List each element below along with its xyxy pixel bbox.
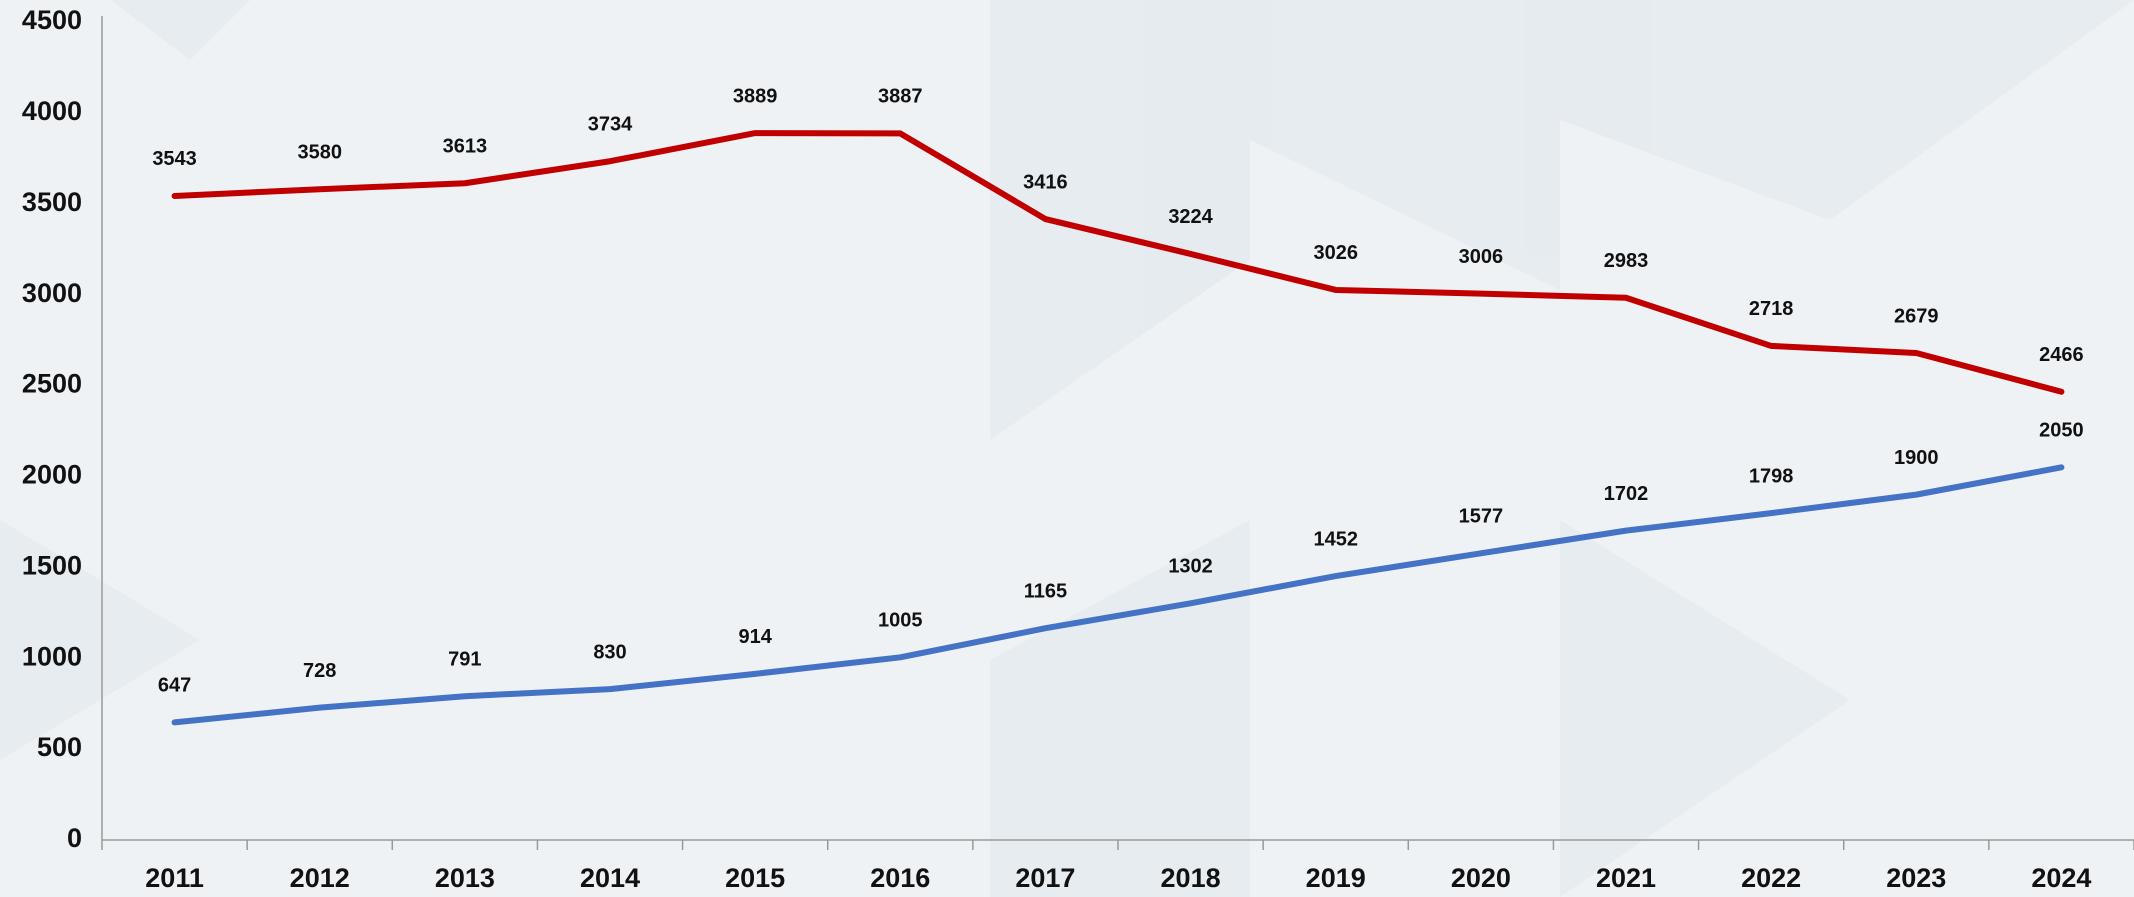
data-label: 3734 xyxy=(588,114,633,136)
data-label: 914 xyxy=(738,626,772,648)
y-tick-label: 500 xyxy=(37,732,82,762)
data-label: 3026 xyxy=(1313,242,1358,264)
data-label: 2679 xyxy=(1894,305,1939,327)
x-tick-label: 2018 xyxy=(1161,863,1221,893)
data-label: 1302 xyxy=(1168,556,1213,578)
data-label: 2718 xyxy=(1749,298,1794,320)
y-tick-label: 1000 xyxy=(22,641,82,671)
x-tick-label: 2019 xyxy=(1306,863,1366,893)
x-tick-label: 2022 xyxy=(1741,863,1801,893)
y-tick-label: 4500 xyxy=(22,5,82,35)
y-tick-label: 0 xyxy=(67,823,82,853)
data-label: 2983 xyxy=(1604,250,1649,272)
data-label: 3543 xyxy=(152,148,197,170)
x-tick-label: 2015 xyxy=(725,863,785,893)
data-label: 830 xyxy=(593,641,626,663)
y-tick-label: 4000 xyxy=(22,96,82,126)
data-label: 3889 xyxy=(733,85,778,107)
y-tick-label: 3500 xyxy=(22,187,82,217)
data-label: 1005 xyxy=(878,610,923,632)
x-tick-label: 2017 xyxy=(1015,863,1075,893)
data-label: 1452 xyxy=(1313,528,1358,550)
data-label: 1900 xyxy=(1894,447,1939,469)
y-tick-label: 3000 xyxy=(22,278,82,308)
data-label: 2050 xyxy=(2039,420,2084,442)
y-tick-label: 2500 xyxy=(22,369,82,399)
series-line xyxy=(171,464,2065,726)
y-tick-label: 2000 xyxy=(22,460,82,490)
data-label: 3006 xyxy=(1459,246,1504,268)
x-tick-label: 2021 xyxy=(1596,863,1656,893)
series-line xyxy=(171,130,2065,395)
x-tick-label: 2024 xyxy=(2031,863,2091,893)
data-label: 3613 xyxy=(443,136,488,158)
data-label: 791 xyxy=(448,648,481,670)
data-label: 1702 xyxy=(1604,483,1649,505)
data-label: 3887 xyxy=(878,86,923,108)
x-tick-label: 2016 xyxy=(870,863,930,893)
data-label: 3224 xyxy=(1168,206,1213,228)
x-tick-label: 2023 xyxy=(1886,863,1946,893)
data-label: 3580 xyxy=(297,142,342,164)
data-label: 3416 xyxy=(1023,171,1068,193)
data-label: 728 xyxy=(303,660,336,682)
y-tick-label: 1500 xyxy=(22,550,82,580)
x-tick-label: 2011 xyxy=(145,863,204,893)
x-tick-label: 2014 xyxy=(580,863,640,893)
x-tick-label: 2012 xyxy=(290,863,350,893)
data-label: 1798 xyxy=(1749,465,1794,487)
data-label: 647 xyxy=(158,675,191,697)
x-tick-label: 2020 xyxy=(1451,863,1511,893)
data-label: 1165 xyxy=(1024,581,1067,603)
data-label: 2466 xyxy=(2039,344,2084,366)
data-label: 1577 xyxy=(1459,506,1504,528)
x-tick-label: 2013 xyxy=(435,863,495,893)
